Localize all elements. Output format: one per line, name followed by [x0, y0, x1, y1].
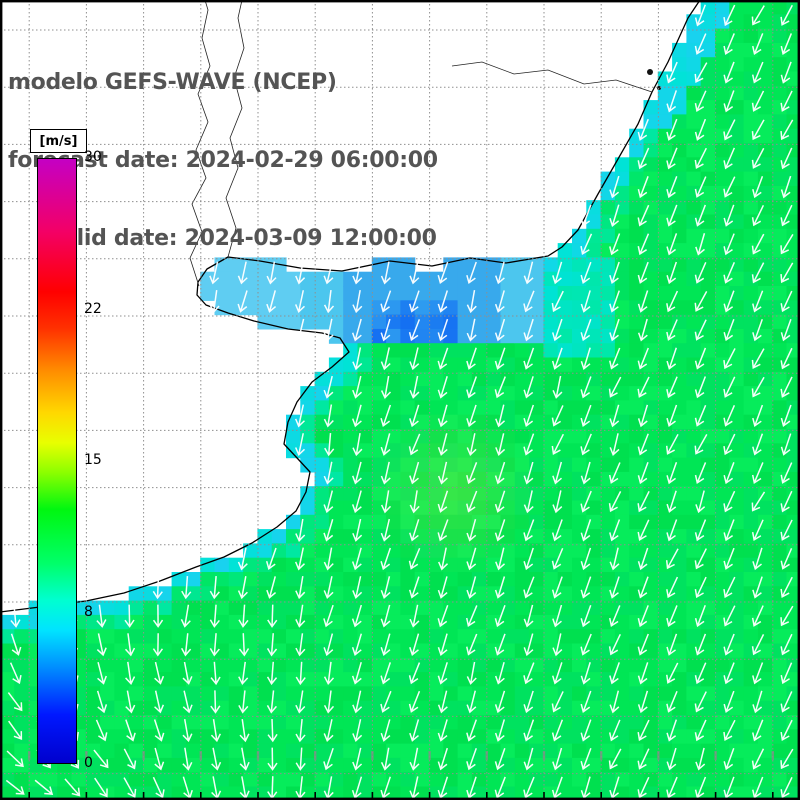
forecast-date-label: forecast date: 2024-02-29 06:00:00 [8, 148, 438, 173]
colorbar-gradient [37, 158, 77, 764]
title-block: modelo GEFS-WAVE (NCEP) forecast date: 2… [8, 18, 438, 304]
valid-date-label: valid date: 2024-03-09 12:00:00 [48, 226, 437, 251]
axis-ticks [28, 751, 774, 798]
model-title: modelo GEFS-WAVE (NCEP) [8, 70, 337, 95]
coastline [0, 0, 701, 613]
colorbar-unit-label: [m/s] [30, 129, 87, 153]
